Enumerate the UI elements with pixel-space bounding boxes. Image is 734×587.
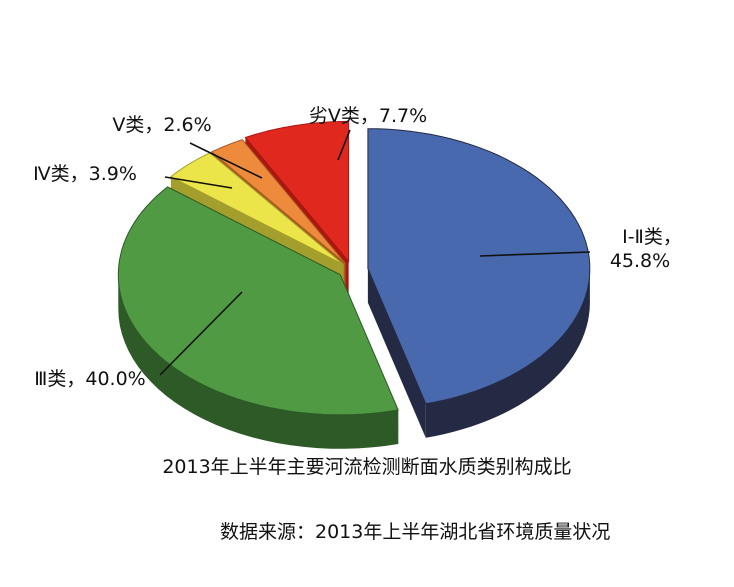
slice-label: Ⅲ类，40.0% xyxy=(34,368,145,390)
leader-line xyxy=(159,291,243,376)
chart-source: 数据来源：2013年上半年湖北省环境质量状况 xyxy=(220,521,611,543)
pie-slice-side xyxy=(425,268,590,438)
pie-slice-3 xyxy=(117,186,399,416)
chart-title: 2013年上半年主要河流检测断面水质类别构成比 xyxy=(162,456,572,478)
leader-line xyxy=(189,142,263,179)
slice-label: 劣Ⅴ类，7.7% xyxy=(309,105,427,127)
pie-slice-cut xyxy=(367,268,426,438)
pie-slice-2 xyxy=(367,128,591,405)
pie-slice-side xyxy=(118,274,399,449)
leader-line xyxy=(337,129,351,161)
leader-line xyxy=(164,176,233,189)
slice-label: Ⅰ-Ⅱ类， 45.8% xyxy=(610,226,682,272)
slice-label: Ⅳ类，3.9% xyxy=(33,163,137,185)
pie-slice-1 xyxy=(244,120,350,263)
pie-slice-4 xyxy=(169,152,344,266)
slice-label: Ⅴ类，2.6% xyxy=(112,114,211,136)
leader-line xyxy=(479,251,591,257)
